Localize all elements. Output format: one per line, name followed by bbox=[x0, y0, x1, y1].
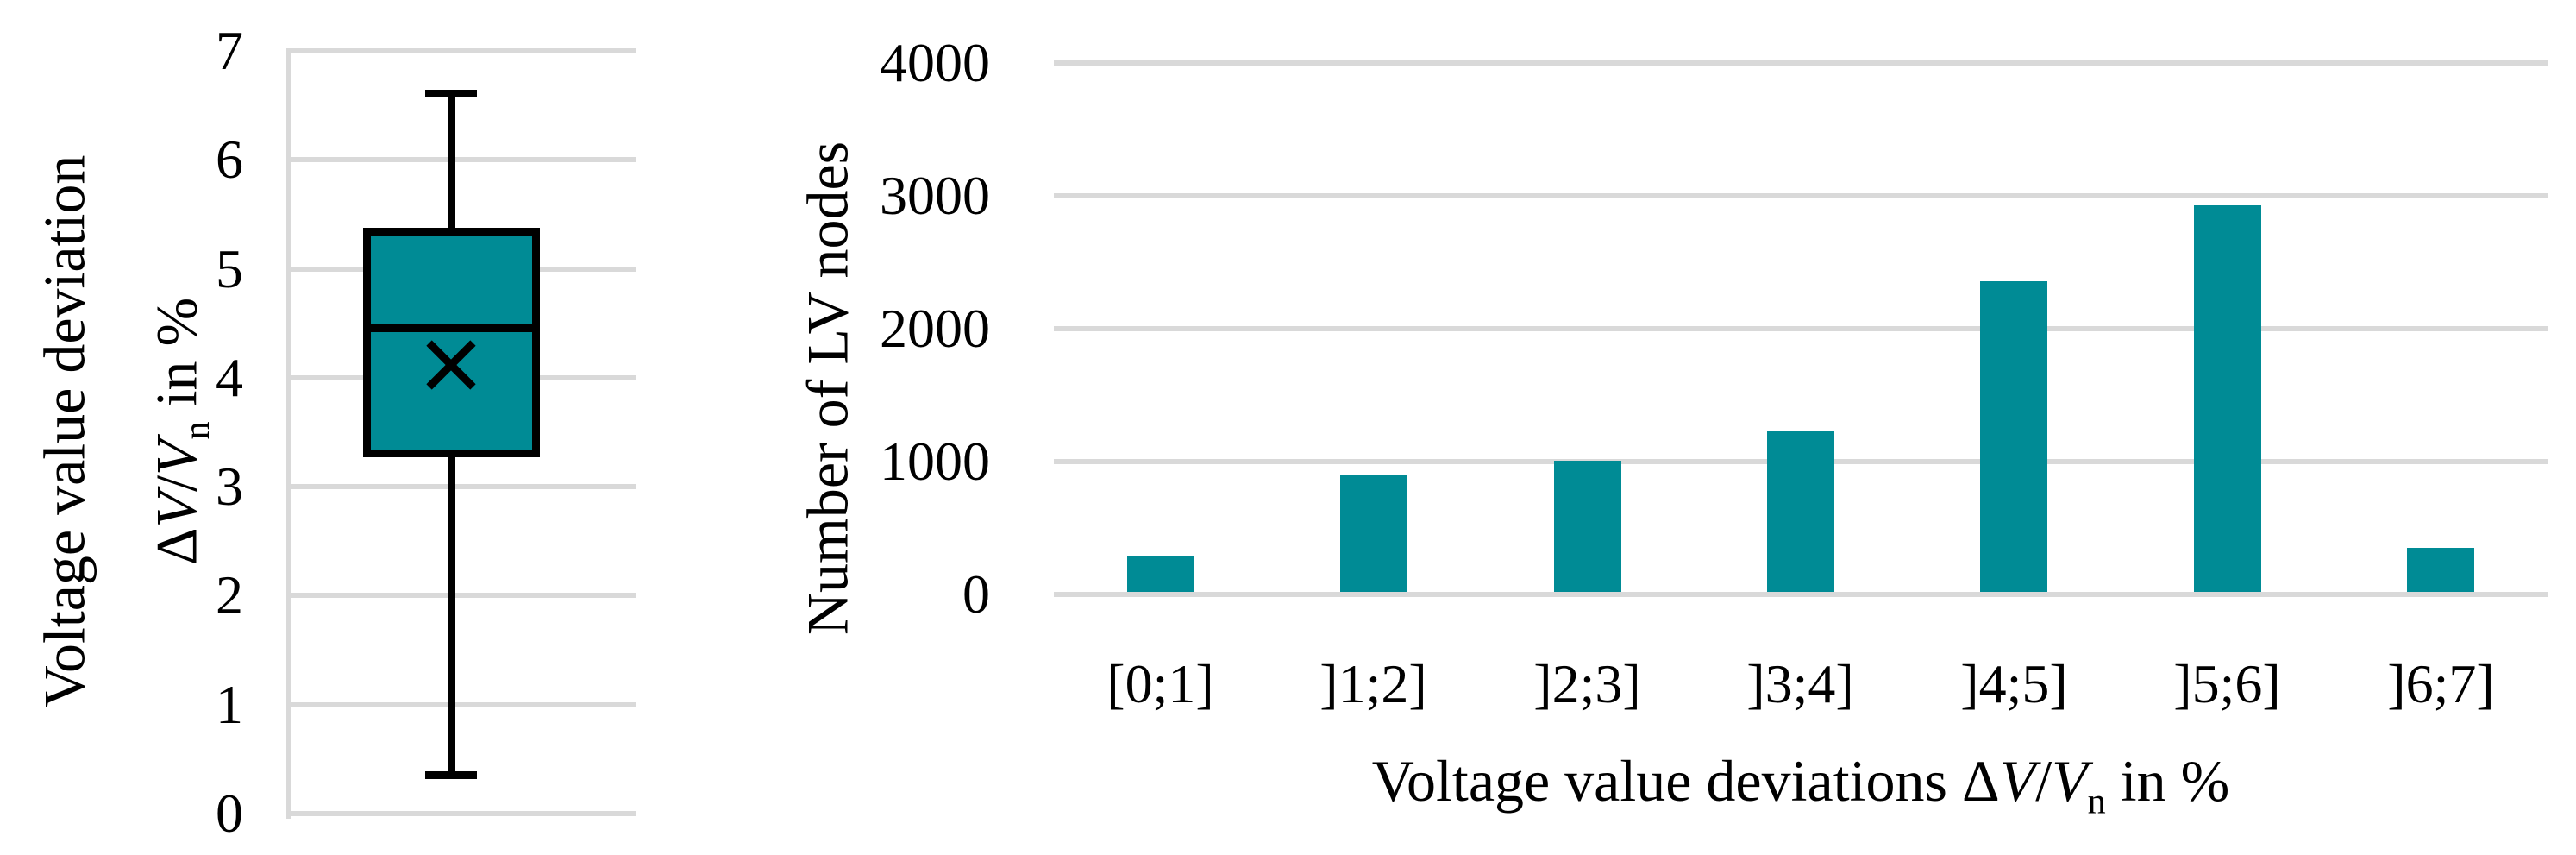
bar bbox=[2407, 548, 2474, 592]
upper-whisker-cap bbox=[425, 90, 477, 98]
x-tick-label: ]5;6] bbox=[2173, 653, 2281, 714]
left-y-tick-label: 7 bbox=[216, 20, 243, 81]
bar bbox=[1554, 461, 1621, 592]
bar bbox=[1127, 556, 1194, 592]
left-gridline bbox=[286, 811, 636, 816]
left-y-axis-title-line2: ΔV/Vn in % bbox=[143, 298, 218, 566]
left-gridline bbox=[286, 48, 636, 53]
right-y-tick-label: 0 bbox=[962, 563, 990, 625]
right-gridline bbox=[1054, 60, 2548, 66]
left-gridline bbox=[286, 701, 636, 707]
lower-whisker-line bbox=[448, 457, 455, 775]
bar bbox=[1767, 431, 1834, 592]
italic-v: V bbox=[1999, 748, 2036, 814]
subscript-n: n bbox=[2087, 781, 2106, 822]
subscript-n: n bbox=[177, 421, 218, 440]
left-y-tick-label: 4 bbox=[216, 346, 243, 408]
x-title-prefix: Voltage value deviations Δ bbox=[1371, 748, 2000, 814]
upper-whisker-line bbox=[448, 93, 455, 228]
right-y-tick-label: 1000 bbox=[880, 431, 990, 492]
left-plot-area bbox=[286, 48, 636, 819]
x-tick-label: ]2;3] bbox=[1533, 653, 1641, 714]
right-y-tick-label: 4000 bbox=[880, 32, 990, 93]
left-gridline bbox=[286, 484, 636, 490]
x-tick-label: ]1;2] bbox=[1319, 653, 1427, 714]
lower-whisker-cap bbox=[425, 770, 477, 779]
right-gridline bbox=[1054, 592, 2548, 597]
unit-suffix: in % bbox=[2105, 748, 2230, 814]
bar bbox=[1980, 281, 2047, 592]
left-gridline bbox=[286, 593, 636, 599]
x-tick-label: ]4;5] bbox=[1960, 653, 2068, 714]
left-y-axis-title-line1: Voltage value deviation bbox=[31, 154, 97, 708]
right-x-axis-title: Voltage value deviations ΔV/Vn in % bbox=[1054, 747, 2548, 823]
slash: / bbox=[2035, 748, 2053, 814]
right-y-tick-label: 2000 bbox=[880, 298, 990, 359]
left-y-tick-label: 3 bbox=[216, 456, 243, 518]
left-y-tick-label: 0 bbox=[216, 783, 243, 844]
box-iqr bbox=[363, 227, 540, 458]
x-tick-label: [0;1] bbox=[1106, 653, 1214, 714]
right-gridline bbox=[1054, 193, 2548, 198]
bar bbox=[1340, 475, 1407, 592]
bar bbox=[2194, 205, 2261, 592]
mean-marker bbox=[426, 340, 476, 390]
left-y-axis-line bbox=[286, 48, 291, 819]
left-gridline bbox=[286, 157, 636, 163]
left-y-tick-label: 5 bbox=[216, 237, 243, 299]
right-gridline bbox=[1054, 326, 2548, 331]
median-line bbox=[363, 324, 540, 332]
italic-v: V bbox=[2052, 748, 2088, 814]
right-x-tick-labels: [0;1] ]1;2] ]2;3] ]3;4] ]4;5] ]5;6] ]6;7] bbox=[1054, 645, 2548, 723]
left-y-tick-label: 6 bbox=[216, 129, 243, 191]
x-tick-label: ]6;7] bbox=[2387, 653, 2495, 714]
left-y-tick-label: 2 bbox=[216, 564, 243, 626]
right-y-tick-label: 3000 bbox=[880, 165, 990, 226]
right-plot-area bbox=[1054, 60, 2548, 597]
left-y-tick-label: 1 bbox=[216, 673, 243, 735]
delta-symbol: Δ bbox=[143, 527, 210, 566]
x-tick-label: ]3;4] bbox=[1746, 653, 1854, 714]
